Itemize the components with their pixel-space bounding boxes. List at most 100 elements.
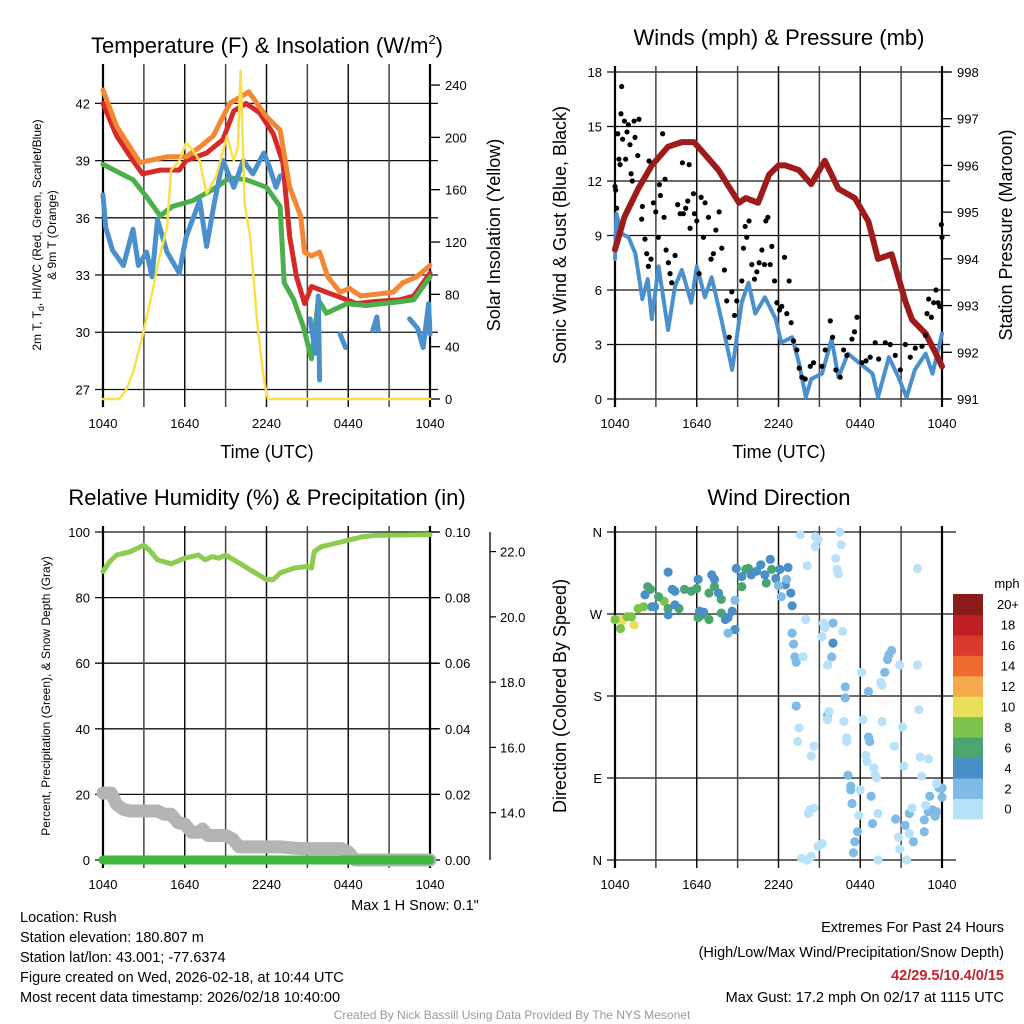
- wind-direction-point: [810, 541, 820, 552]
- gust-point: [765, 214, 771, 220]
- snow-axis-tick-label: 14.0: [500, 806, 525, 821]
- y-tick-label: 36: [76, 211, 90, 226]
- wind-direction-point: [873, 808, 883, 819]
- wind-direction-point: [787, 628, 797, 638]
- gust-point: [613, 187, 619, 193]
- gust-point: [837, 374, 843, 380]
- wind-y-axis-title: Sonic Wind & Gust (Blue, Black): [550, 106, 570, 364]
- gust-point: [897, 367, 903, 373]
- humidity-y-axis-title: Percent, Precipitation (Green), & Snow D…: [39, 556, 53, 835]
- gust-point: [887, 341, 893, 348]
- wind-direction-point: [891, 814, 901, 824]
- colorbar-swatch: [953, 675, 983, 697]
- wind-direction-point: [840, 693, 850, 703]
- temperature-panel-title: Temperature (F) & Insolation (W/m2): [91, 32, 443, 58]
- gust-point: [705, 214, 712, 220]
- y-tick-label: 27: [76, 382, 90, 397]
- gust-point: [642, 236, 648, 242]
- right-y-tick-label: 0.08: [445, 591, 470, 606]
- gust-point: [731, 312, 738, 319]
- x-tick-label: 1040: [928, 416, 957, 431]
- y-tick-label: 9: [595, 229, 602, 244]
- gust-point: [724, 298, 730, 304]
- colorbar-swatch: [953, 778, 983, 799]
- wind-direction-point: [847, 798, 857, 809]
- winds-panel-title: Winds (mph) & Pressure (mb): [634, 25, 925, 50]
- wind-direction-point: [806, 751, 816, 761]
- colorbar-title: mph: [994, 576, 1019, 591]
- wind-direction-point: [806, 851, 816, 861]
- wind-direction-point: [839, 716, 849, 727]
- x-tick-label: 1040: [89, 416, 118, 431]
- gust-point: [621, 118, 628, 124]
- wind-direction-point: [914, 705, 924, 715]
- right-y-tick-label: 0.06: [445, 656, 470, 671]
- wind-direction-point: [794, 723, 804, 733]
- wind-direction-point: [802, 561, 812, 571]
- wind-direction-point: [820, 623, 830, 633]
- wind-direction-point: [921, 800, 931, 810]
- wind-direction-point: [899, 761, 909, 771]
- wind-direction-point: [795, 530, 805, 540]
- colorbar-swatch: [953, 655, 983, 677]
- wind-direction-point: [904, 828, 914, 839]
- wind-direction-point: [916, 771, 927, 781]
- x-tick-label: 1640: [170, 877, 199, 892]
- wind-direction-point: [615, 623, 626, 634]
- gust-point: [902, 341, 908, 348]
- gust-point: [788, 320, 794, 326]
- wind-direction-point: [850, 837, 860, 847]
- gust-point: [937, 303, 943, 309]
- wind-direction-point: [791, 701, 801, 711]
- wind-direction-point: [931, 778, 942, 789]
- y-tick-label: 80: [76, 591, 90, 606]
- right-y-tick-label: 0: [445, 392, 452, 407]
- gust-point: [650, 200, 657, 206]
- gust-point: [726, 334, 732, 340]
- gust-point: [680, 211, 686, 217]
- colorbar-label: 16: [1001, 638, 1015, 653]
- gust-point: [938, 222, 944, 228]
- y-tick-label: W: [590, 607, 603, 622]
- gust-point: [624, 129, 630, 135]
- wind-direction-point: [817, 632, 827, 642]
- winds-x-axis-title: Time (UTC): [732, 442, 825, 462]
- wind-direction-point: [869, 763, 879, 773]
- sonic-wind-line: [613, 211, 944, 400]
- wind-direction-point: [713, 588, 724, 598]
- right-y-tick-label: 996: [957, 158, 979, 173]
- gust-point: [749, 261, 755, 268]
- wind-direction-point: [828, 638, 838, 648]
- gust-point: [872, 340, 878, 346]
- right-y-tick-label: 991: [957, 392, 979, 407]
- gust-point: [796, 365, 802, 371]
- wind-direction-point: [835, 527, 845, 537]
- gust-point: [619, 83, 625, 90]
- gust-point: [623, 156, 629, 162]
- wind-direction-point: [828, 618, 838, 628]
- y-tick-label: 6: [595, 283, 602, 298]
- wind-direction-point: [931, 807, 942, 817]
- x-tick-label: 1640: [682, 877, 711, 892]
- x-tick-label: 0440: [846, 877, 875, 892]
- extremes-title: Extremes For Past 24 Hours: [821, 920, 1004, 936]
- temperature-y-axis-title-line2: & 9m T (Orange): [45, 190, 59, 280]
- colorbar-label: 18: [1001, 618, 1015, 633]
- max-gust-text: Max Gust: 17.2 mph On 02/17 at 1115 UTC: [726, 990, 1004, 1006]
- solar-insolation-axis-title: Solar Insolation (Yellow): [484, 139, 504, 331]
- gust-point: [922, 332, 928, 339]
- gust-point: [663, 247, 669, 253]
- wind-direction-point: [907, 803, 917, 813]
- wind-direction-point: [840, 682, 850, 692]
- wind-direction-point: [792, 736, 803, 747]
- colorbar-swatch: [953, 737, 983, 759]
- temperature-x-axis-title: Time (UTC): [220, 442, 313, 462]
- wind-direction-point: [730, 624, 740, 635]
- wind-direction-point: [937, 792, 947, 802]
- gust-point: [926, 296, 932, 302]
- gust-point: [807, 363, 813, 369]
- wind-direction-point: [610, 614, 620, 625]
